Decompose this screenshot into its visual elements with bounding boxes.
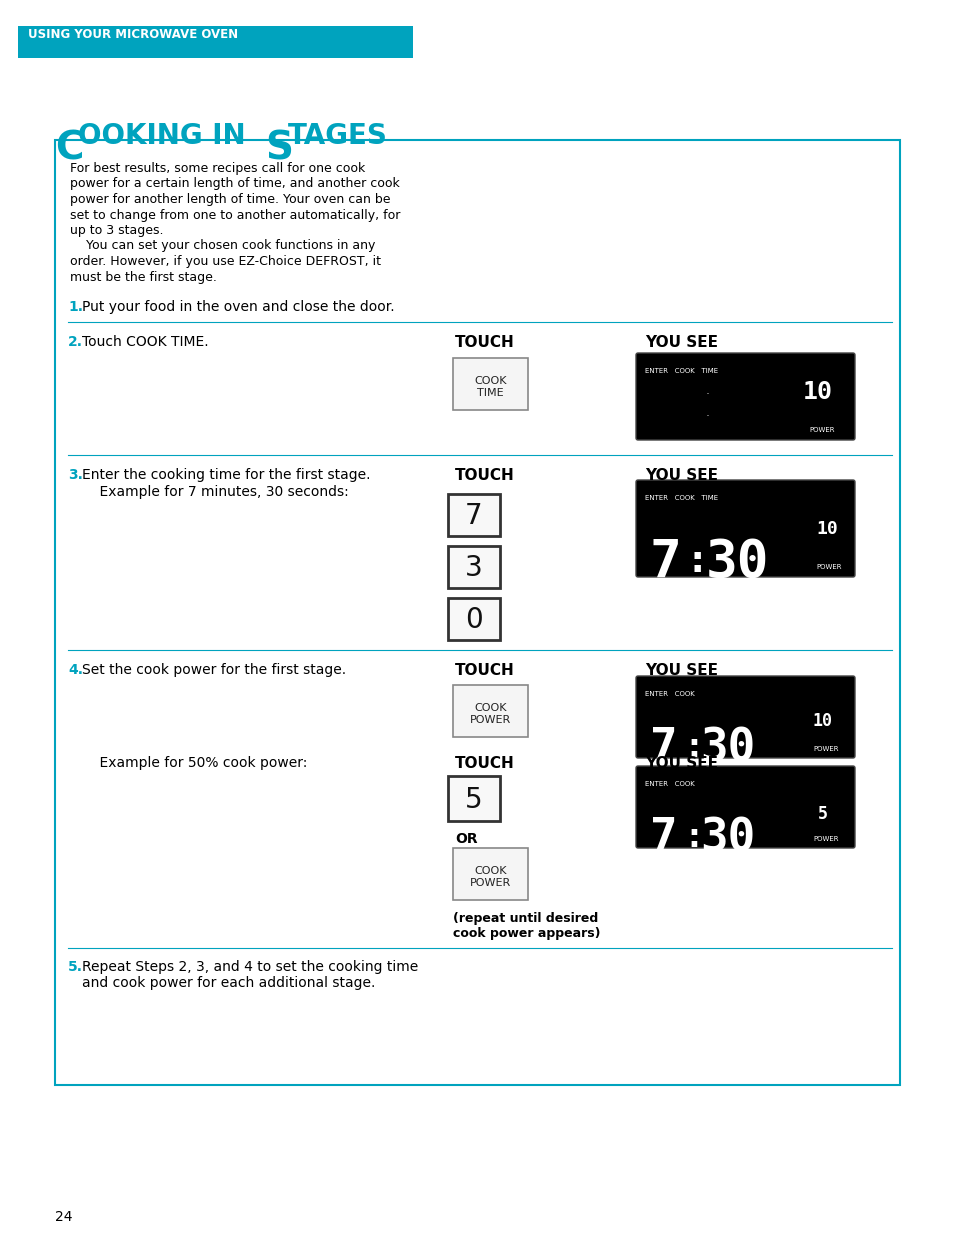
- Text: 3: 3: [465, 555, 482, 582]
- Text: COOK
TIME: COOK TIME: [474, 375, 506, 398]
- Text: POWER: POWER: [812, 746, 838, 752]
- Text: OR: OR: [455, 832, 477, 846]
- Text: order. However, if you use EZ-Choice DEFROST, it: order. However, if you use EZ-Choice DEF…: [70, 254, 380, 268]
- Text: 3.: 3.: [68, 468, 83, 482]
- Text: ·: ·: [705, 410, 709, 424]
- FancyBboxPatch shape: [453, 685, 527, 737]
- Text: 5.: 5.: [68, 960, 83, 974]
- FancyBboxPatch shape: [636, 766, 854, 848]
- Text: ENTER   COOK   TIME: ENTER COOK TIME: [644, 495, 718, 501]
- Text: must be the first stage.: must be the first stage.: [70, 270, 216, 284]
- Text: 7: 7: [649, 816, 677, 861]
- Text: 5: 5: [465, 785, 482, 814]
- Text: ENTER   COOK: ENTER COOK: [644, 781, 694, 787]
- FancyBboxPatch shape: [453, 358, 527, 410]
- Text: Example for 7 minutes, 30 seconds:: Example for 7 minutes, 30 seconds:: [82, 485, 349, 499]
- Text: TOUCH: TOUCH: [455, 756, 515, 771]
- Text: TOUCH: TOUCH: [455, 663, 515, 678]
- FancyBboxPatch shape: [636, 480, 854, 577]
- Text: 30: 30: [705, 537, 769, 589]
- Text: up to 3 stages.: up to 3 stages.: [70, 224, 163, 237]
- Bar: [18, 26, 413, 58]
- Text: Repeat Steps 2, 3, and 4 to set the cooking time: Repeat Steps 2, 3, and 4 to set the cook…: [82, 960, 417, 974]
- Text: You can set your chosen cook functions in any: You can set your chosen cook functions i…: [70, 240, 375, 252]
- Text: :: :: [682, 730, 703, 764]
- Text: OOKING IN: OOKING IN: [78, 122, 255, 149]
- Text: Enter the cooking time for the first stage.: Enter the cooking time for the first sta…: [82, 468, 370, 482]
- Text: 4.: 4.: [68, 663, 83, 677]
- Text: POWER: POWER: [815, 564, 841, 571]
- Text: power for another length of time. Your oven can be: power for another length of time. Your o…: [70, 193, 390, 206]
- Text: 7: 7: [465, 501, 482, 530]
- Text: Set the cook power for the first stage.: Set the cook power for the first stage.: [82, 663, 346, 677]
- Text: TOUCH: TOUCH: [455, 468, 515, 483]
- Text: cook power appears): cook power appears): [453, 927, 599, 940]
- FancyBboxPatch shape: [448, 546, 499, 588]
- FancyBboxPatch shape: [636, 676, 854, 758]
- Text: POWER: POWER: [812, 836, 838, 842]
- Text: 5: 5: [817, 805, 827, 823]
- Text: ENTER   COOK: ENTER COOK: [644, 692, 694, 697]
- Text: 1.: 1.: [68, 300, 83, 314]
- FancyBboxPatch shape: [448, 776, 499, 821]
- FancyBboxPatch shape: [448, 494, 499, 536]
- Text: 24: 24: [55, 1210, 72, 1224]
- Text: 7: 7: [649, 537, 681, 589]
- Text: set to change from one to another automatically, for: set to change from one to another automa…: [70, 209, 400, 221]
- Text: YOU SEE: YOU SEE: [644, 756, 718, 771]
- Text: :: :: [685, 542, 709, 580]
- Text: YOU SEE: YOU SEE: [644, 468, 718, 483]
- Text: C: C: [55, 130, 84, 168]
- Text: 30: 30: [700, 726, 755, 771]
- Text: TAGES: TAGES: [288, 122, 388, 149]
- Text: 0: 0: [465, 606, 482, 634]
- Text: COOK
POWER: COOK POWER: [470, 866, 511, 888]
- Text: YOU SEE: YOU SEE: [644, 663, 718, 678]
- Text: S: S: [265, 130, 293, 168]
- Text: 10: 10: [812, 713, 832, 730]
- FancyBboxPatch shape: [636, 353, 854, 440]
- Text: power for a certain length of time, and another cook: power for a certain length of time, and …: [70, 178, 399, 190]
- Text: 10: 10: [802, 380, 832, 404]
- Text: YOU SEE: YOU SEE: [644, 335, 718, 350]
- Text: Put your food in the oven and close the door.: Put your food in the oven and close the …: [82, 300, 395, 314]
- Text: 7: 7: [649, 726, 677, 771]
- Text: ENTER   COOK   TIME: ENTER COOK TIME: [644, 368, 718, 374]
- Text: :: :: [682, 820, 703, 853]
- Text: Touch COOK TIME.: Touch COOK TIME.: [82, 335, 209, 350]
- Text: (repeat until desired: (repeat until desired: [453, 911, 598, 925]
- Text: Example for 50% cook power:: Example for 50% cook power:: [82, 756, 307, 769]
- Text: TOUCH: TOUCH: [455, 335, 515, 350]
- Text: ·: ·: [705, 388, 709, 401]
- Text: 10: 10: [815, 520, 837, 538]
- Text: 2.: 2.: [68, 335, 83, 350]
- FancyBboxPatch shape: [453, 848, 527, 900]
- Text: For best results, some recipes call for one cook: For best results, some recipes call for …: [70, 162, 365, 175]
- FancyBboxPatch shape: [448, 598, 499, 640]
- Text: POWER: POWER: [809, 427, 834, 433]
- Text: 30: 30: [700, 816, 755, 861]
- Text: COOK
POWER: COOK POWER: [470, 703, 511, 725]
- Text: USING YOUR MICROWAVE OVEN: USING YOUR MICROWAVE OVEN: [28, 28, 238, 41]
- Text: and cook power for each additional stage.: and cook power for each additional stage…: [82, 976, 375, 990]
- Bar: [55, 140, 899, 1086]
